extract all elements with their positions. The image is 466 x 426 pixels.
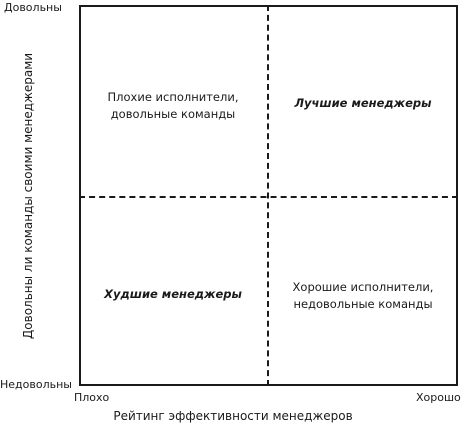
y-axis-bottom-label: Недовольны xyxy=(0,378,72,391)
vertical-divider xyxy=(267,5,269,386)
quadrant-top-left-label: Плохие исполнители, довольные команды xyxy=(92,89,254,123)
quadrant-top-right-label: Лучшие менеджеры xyxy=(294,96,432,110)
x-axis-left-label: Плохо xyxy=(74,391,110,404)
y-axis-title: Довольны ли команды своими менеджерами xyxy=(21,52,35,340)
quadrant-bottom-right-line2: недовольные команды xyxy=(293,297,433,311)
x-axis-title: Рейтинг эффективности менеджеров xyxy=(113,409,353,423)
quadrant-top-left-line1: Плохие исполнители, xyxy=(107,90,239,104)
quadrant-bottom-right-line1: Хорошие исполнители, xyxy=(292,280,434,294)
quadrant-bottom-left-label: Худшие менеджеры xyxy=(104,287,242,301)
quadrant-top-left-line2: довольные команды xyxy=(110,107,236,121)
horizontal-divider xyxy=(79,196,458,198)
quadrant-bottom-right-label: Хорошие исполнители, недовольные команды xyxy=(278,279,448,313)
y-axis-top-label: Довольны xyxy=(4,1,62,14)
x-axis-right-label: Хорошо xyxy=(416,391,461,404)
